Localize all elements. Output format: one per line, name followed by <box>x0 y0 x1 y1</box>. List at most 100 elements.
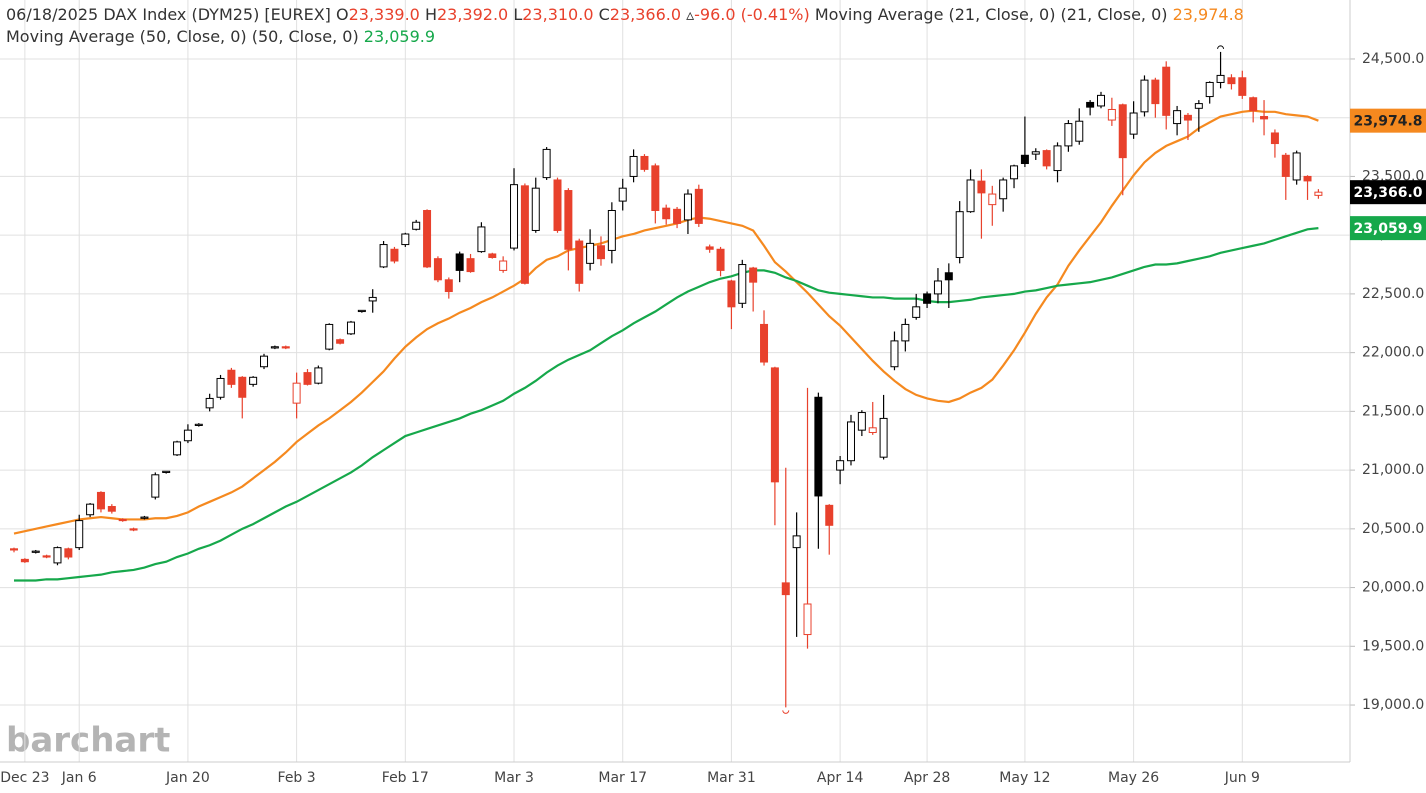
candle-body <box>1129 112 1138 135</box>
legend-params: (50, Close, 0) <box>251 27 359 46</box>
legend-name: Moving Average (50, Close, 0) <box>6 27 247 46</box>
candle-body <box>662 207 671 220</box>
candle-body <box>553 179 562 231</box>
candle-body <box>923 293 932 304</box>
candle-body <box>238 376 247 398</box>
candle-body <box>727 280 736 308</box>
candle-body <box>379 244 388 268</box>
candle-body <box>183 429 192 442</box>
moving-average-line <box>13 109 1319 535</box>
candle-body <box>694 188 703 224</box>
candle-body <box>1260 116 1269 120</box>
candle-body <box>1118 104 1127 159</box>
candle-body <box>173 441 182 456</box>
header-line: 06/18/2025 DAX Index (DYM25) [EUREX] O23… <box>6 4 1244 26</box>
low-marker <box>782 710 790 714</box>
high-marker <box>1217 45 1225 50</box>
y-tick-label: 19,000.0 <box>1362 697 1424 713</box>
candle-body <box>944 272 953 281</box>
candle-body <box>857 412 866 431</box>
quote: O23,339.0 H23,392.0 L23,310.0 C23,366.0 … <box>336 5 815 24</box>
x-tick-label: Apr 14 <box>817 770 864 786</box>
candle-body <box>1216 74 1225 83</box>
candle-body <box>1205 81 1214 98</box>
candle-body <box>86 503 95 516</box>
x-tick-label: Dec 23 <box>0 770 49 786</box>
candle-body <box>836 460 845 471</box>
watermark: barchart <box>6 721 170 761</box>
candle-body <box>868 427 877 434</box>
candle-body <box>433 258 442 281</box>
x-tick-label: Jun 9 <box>1224 770 1260 786</box>
candle-body <box>792 535 801 549</box>
candle-body <box>1281 154 1290 177</box>
legend-value: 23,974.8 <box>1172 5 1244 24</box>
candle-body <box>531 187 540 231</box>
candle-body <box>205 397 214 409</box>
candle-body <box>292 382 301 404</box>
candle-body <box>466 258 475 273</box>
candle-body <box>1151 79 1160 105</box>
candle-body <box>977 180 986 194</box>
candle-body <box>738 264 747 304</box>
y-tick-label: 21,000.0 <box>1362 462 1424 478</box>
candle-body <box>1162 66 1171 116</box>
candle-body <box>651 165 660 211</box>
candle-body <box>1314 191 1323 196</box>
candle-body <box>618 187 627 202</box>
price-tag <box>1350 180 1426 205</box>
candle-body <box>325 323 334 350</box>
candle-body <box>314 367 323 384</box>
y-tick-label: 21,500.0 <box>1362 403 1424 419</box>
candle-body <box>477 226 486 253</box>
candle-body <box>140 516 149 519</box>
price-tag-label: 23,059.9 <box>1353 221 1422 237</box>
candle-body <box>1053 145 1062 172</box>
price-tag <box>1350 108 1426 133</box>
candle-body <box>1086 101 1095 108</box>
candle-body <box>988 193 997 206</box>
candle-body <box>607 209 616 251</box>
y-tick-label: 22,500.0 <box>1362 286 1424 302</box>
candle-body <box>955 211 964 258</box>
candle-body <box>1042 150 1051 167</box>
candle-body <box>716 248 725 271</box>
candle-body <box>890 340 899 368</box>
quote-item: C23,366.0 <box>599 5 681 24</box>
legend-value: 23,059.9 <box>363 27 436 46</box>
chart-header: 06/18/2025 DAX Index (DYM25) [EUREX] O23… <box>6 4 1244 48</box>
date: 06/18/2025 <box>6 5 99 24</box>
candle-body <box>520 185 529 284</box>
quote-value: 23,339.0 <box>348 5 420 24</box>
candle-body <box>357 309 366 313</box>
quote-value: -96.0 (-0.41%) <box>694 5 810 24</box>
candle-body <box>346 321 355 335</box>
candle-body <box>879 417 888 458</box>
candle-body <box>1249 97 1258 112</box>
legend-name: Moving Average (21, Close, 0) <box>814 5 1056 24</box>
candle-body <box>1270 132 1279 145</box>
x-tick-label: Jan 20 <box>165 770 210 786</box>
quote-key: H <box>424 5 437 24</box>
candle-body <box>31 550 40 553</box>
candle-body <box>901 323 910 342</box>
candle-body <box>1173 110 1182 125</box>
quote-key: ▵ <box>686 5 695 24</box>
candle-body <box>1064 123 1073 147</box>
candle-body <box>162 470 171 473</box>
candle-body <box>1075 120 1084 142</box>
candle-body <box>1303 175 1312 182</box>
candle-body <box>488 253 497 258</box>
candle-body <box>96 491 105 510</box>
candle-body <box>260 355 269 368</box>
x-tick-label: May 26 <box>1108 770 1159 786</box>
quote-value: 23,366.0 <box>609 5 682 24</box>
candle-body <box>423 209 432 268</box>
x-tick-label: Apr 28 <box>904 770 950 786</box>
quote-key: L <box>513 5 523 24</box>
candle-body <box>281 346 290 349</box>
candle-body <box>966 179 975 213</box>
moving-average-line <box>14 227 1319 582</box>
